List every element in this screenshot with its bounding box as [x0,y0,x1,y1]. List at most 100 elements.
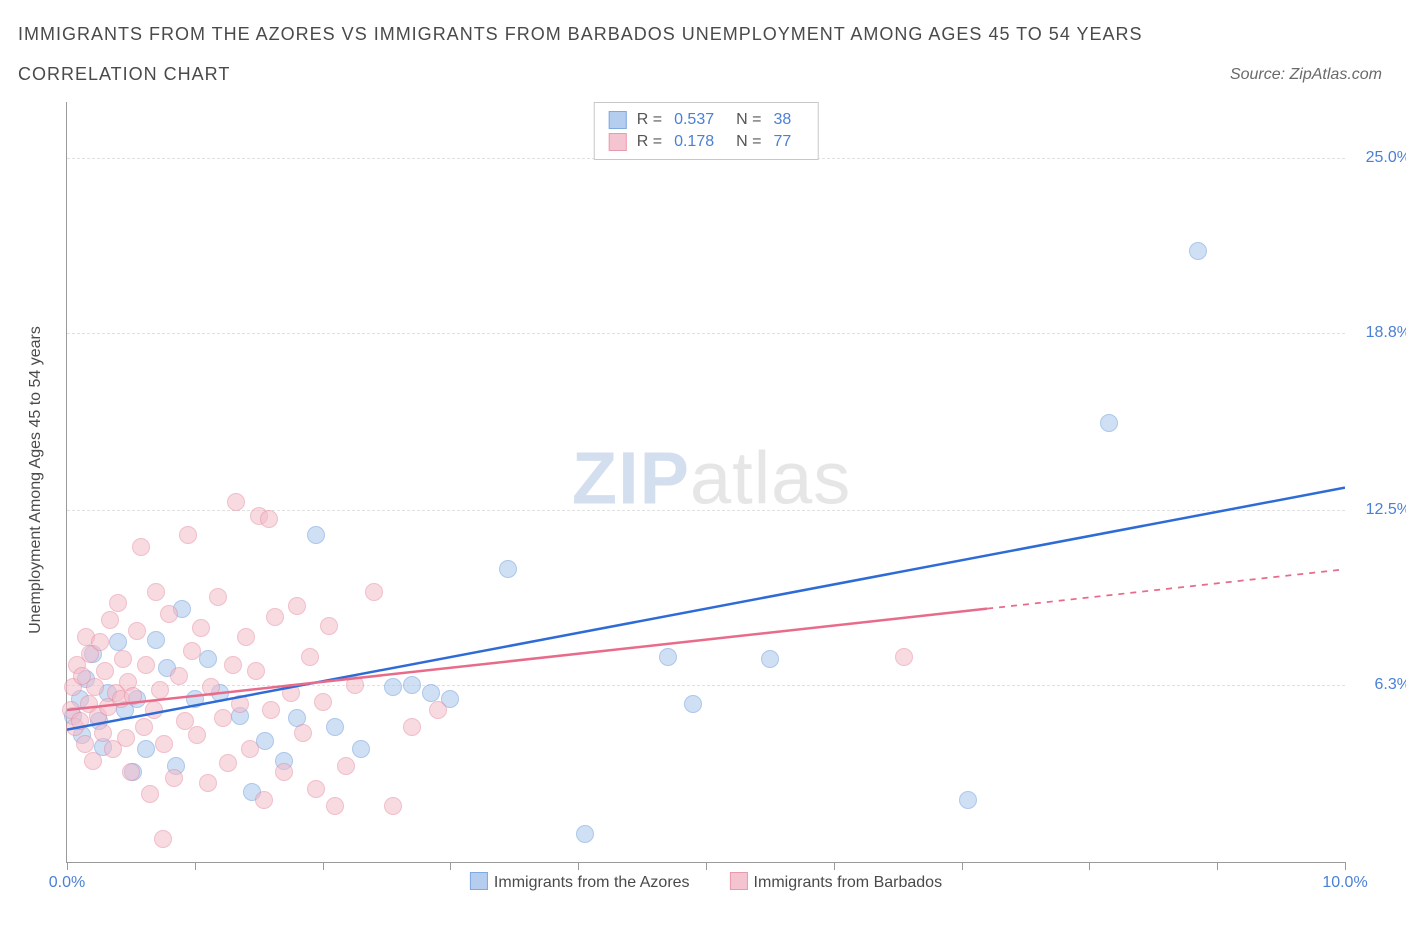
scatter-point-azores [186,690,204,708]
x-axis-label: 0.0% [49,874,85,892]
legend-r-label: R = [637,109,662,131]
chart-title-line2: CORRELATION CHART [18,64,230,85]
scatter-point-barbados [151,681,169,699]
legend-n-value-barbados: 77 [773,131,791,153]
scatter-point-barbados [202,678,220,696]
scatter-point-azores [147,631,165,649]
scatter-point-barbados [71,712,89,730]
scatter-point-azores [109,633,127,651]
scatter-point-barbados [275,763,293,781]
legend-stats-row-azores: R = 0.537 N = 38 [609,109,804,131]
chart-title-line1: IMMIGRANTS FROM THE AZORES VS IMMIGRANTS… [18,24,1143,45]
scatter-point-barbados [199,774,217,792]
scatter-point-barbados [188,726,206,744]
scatter-point-barbados [241,740,259,758]
scatter-point-barbados [384,797,402,815]
legend-label-barbados: Immigrants from Barbados [754,874,943,891]
scatter-point-barbados [124,687,142,705]
scatter-point-azores [384,678,402,696]
scatter-point-barbados [326,797,344,815]
scatter-point-barbados [262,701,280,719]
scatter-point-barbados [260,510,278,528]
scatter-point-barbados [135,718,153,736]
y-tick-label: 25.0% [1355,149,1406,167]
scatter-point-barbados [170,667,188,685]
scatter-point-barbados [145,701,163,719]
scatter-point-barbados [101,611,119,629]
scatter-point-azores [959,791,977,809]
scatter-point-barbados [137,656,155,674]
scatter-point-barbados [337,757,355,775]
scatter-point-azores [422,684,440,702]
legend-r-value-barbados: 0.178 [674,131,714,153]
scatter-point-barbados [109,594,127,612]
scatter-point-barbados [247,662,265,680]
legend-swatch-azores [470,872,488,890]
scatter-point-azores [326,718,344,736]
legend-stats-box: R = 0.537 N = 38 R = 0.178 N = 77 [594,102,819,160]
scatter-point-barbados [429,701,447,719]
y-tick-label: 18.8% [1355,324,1406,342]
scatter-point-barbados [128,622,146,640]
scatter-point-barbados [160,605,178,623]
legend-n-label: N = [736,131,761,153]
scatter-point-azores [307,526,325,544]
scatter-point-barbados [91,633,109,651]
scatter-point-barbados [227,493,245,511]
scatter-point-barbados [122,763,140,781]
scatter-point-azores [137,740,155,758]
scatter-point-barbados [224,656,242,674]
x-tick [578,862,579,870]
x-tick [195,862,196,870]
scatter-point-barbados [179,526,197,544]
scatter-point-barbados [147,583,165,601]
scatter-point-barbados [209,588,227,606]
legend-stats-row-barbados: R = 0.178 N = 77 [609,131,804,153]
scatter-point-barbados [141,785,159,803]
scatter-point-azores [1189,242,1207,260]
scatter-point-barbados [219,754,237,772]
scatter-point-barbados [94,724,112,742]
legend-label-azores: Immigrants from the Azores [494,874,690,891]
scatter-point-barbados [346,676,364,694]
scatter-point-azores [1100,414,1118,432]
scatter-point-barbados [314,693,332,711]
scatter-point-barbados [155,735,173,753]
scatter-point-barbados [320,617,338,635]
scatter-point-barbados [301,648,319,666]
legend-swatch-barbados [730,872,748,890]
scatter-point-barbados [117,729,135,747]
x-tick [834,862,835,870]
legend-n-value-azores: 38 [773,109,791,131]
scatter-point-barbados [282,684,300,702]
scatter-point-barbados [895,648,913,666]
legend-item-barbados: Immigrants from Barbados [730,872,943,892]
legend-swatch-azores [609,111,627,129]
scatter-point-barbados [132,538,150,556]
scatter-point-azores [761,650,779,668]
x-tick [962,862,963,870]
x-tick [450,862,451,870]
legend-swatch-barbados [609,133,627,151]
y-tick-label: 12.5% [1355,501,1406,519]
scatter-point-barbados [231,695,249,713]
scatter-point-barbados [165,769,183,787]
legend-r-label: R = [637,131,662,153]
legend-item-azores: Immigrants from the Azores [470,872,690,892]
scatter-point-barbados [154,830,172,848]
legend-n-label: N = [736,109,761,131]
legend-r-value-azores: 0.537 [674,109,714,131]
x-tick [67,862,68,870]
scatter-point-barbados [365,583,383,601]
y-axis-title: Unemployment Among Ages 45 to 54 years [27,326,45,634]
scatter-point-azores [499,560,517,578]
scatter-point-barbados [403,718,421,736]
scatter-point-barbados [114,650,132,668]
scatter-point-barbados [183,642,201,660]
scatter-point-barbados [96,662,114,680]
scatter-point-azores [684,695,702,713]
scatter-point-barbados [255,791,273,809]
y-tick-label: 6.3% [1355,676,1406,694]
x-tick [1345,862,1346,870]
scatter-point-barbados [288,597,306,615]
